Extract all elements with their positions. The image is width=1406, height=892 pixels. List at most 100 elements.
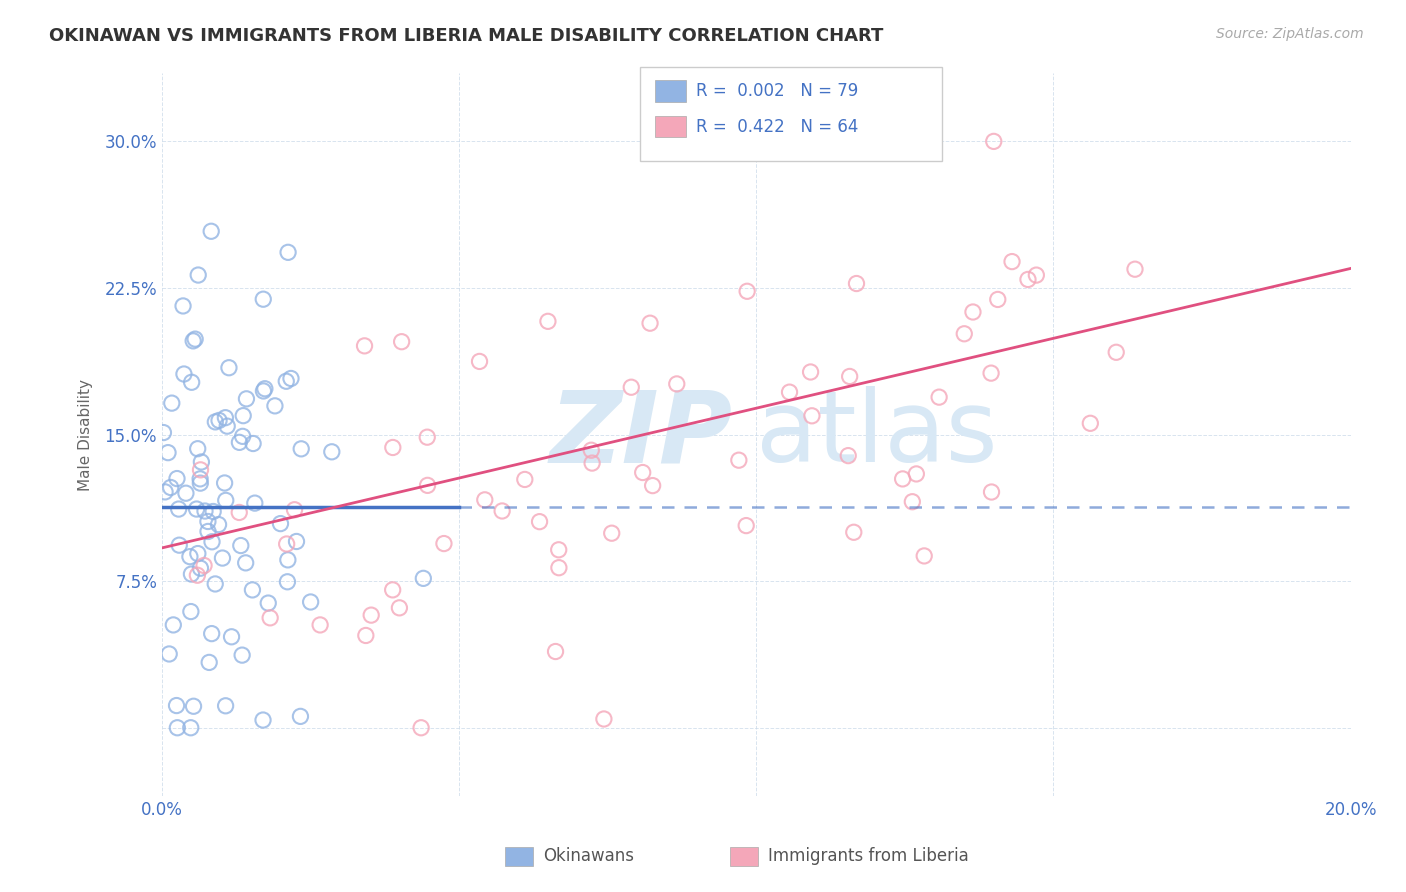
Point [243, 496, 266, 510]
Point [277, 245, 299, 260]
Point [800, 409, 823, 423]
Point [204, 577, 226, 591]
Point [800, 365, 823, 379]
Point [638, 316, 661, 330]
Point [202, 504, 225, 518]
Point [269, 516, 291, 531]
Point [166, 721, 188, 735]
Point [1017, 272, 1039, 286]
Point [468, 354, 491, 368]
Point [186, 502, 208, 516]
Point [200, 224, 222, 238]
Point [631, 466, 654, 480]
Point [232, 429, 254, 443]
Point [242, 582, 264, 597]
Point [252, 292, 274, 306]
Point [180, 376, 202, 390]
Point [416, 430, 439, 444]
Point [201, 534, 224, 549]
Point [229, 539, 252, 553]
Text: OKINAWAN VS IMMIGRANTS FROM LIBERIA MALE DISABILITY CORRELATION CHART: OKINAWAN VS IMMIGRANTS FROM LIBERIA MALE… [49, 27, 883, 45]
Point [280, 371, 302, 385]
Point [181, 334, 204, 348]
Point [253, 382, 276, 396]
Point [620, 380, 643, 394]
Point [548, 560, 571, 574]
Point [276, 537, 298, 551]
Point [912, 549, 935, 563]
Point [1001, 254, 1024, 268]
Point [360, 608, 382, 623]
Point [1123, 262, 1146, 277]
Point [276, 374, 298, 388]
Point [183, 699, 205, 714]
Point [179, 549, 201, 564]
Point [198, 656, 221, 670]
Point [193, 558, 215, 573]
Point [491, 504, 513, 518]
Point [544, 644, 567, 658]
Point [537, 314, 560, 328]
Point [180, 605, 202, 619]
Point [290, 442, 312, 456]
Point [214, 410, 236, 425]
Point [529, 515, 551, 529]
Point [412, 571, 434, 585]
Point [152, 425, 174, 440]
Point [1105, 345, 1128, 359]
Point [187, 442, 209, 456]
Point [980, 485, 1002, 500]
Point [433, 536, 456, 550]
Point [197, 524, 219, 539]
Point [167, 502, 190, 516]
Point [600, 526, 623, 541]
Point [218, 360, 240, 375]
Point [174, 486, 197, 500]
Point [166, 472, 188, 486]
Point [172, 299, 194, 313]
Point [381, 582, 404, 597]
Point [953, 326, 976, 341]
Point [217, 419, 239, 434]
Point [285, 534, 308, 549]
Point [513, 473, 536, 487]
Point [257, 596, 280, 610]
Point [845, 277, 868, 291]
Point [1078, 417, 1101, 431]
Point [581, 443, 603, 458]
Point [735, 285, 758, 299]
Point [901, 494, 924, 508]
Point [162, 618, 184, 632]
Point [228, 435, 250, 450]
Point [187, 547, 209, 561]
Point [388, 600, 411, 615]
Point [290, 709, 312, 723]
Point [309, 618, 332, 632]
Point [204, 415, 226, 429]
Point [207, 517, 229, 532]
Point [242, 436, 264, 450]
Point [232, 409, 254, 423]
Point [838, 369, 860, 384]
Point [157, 647, 180, 661]
Text: Source: ZipAtlas.com: Source: ZipAtlas.com [1216, 27, 1364, 41]
Point [474, 492, 496, 507]
Point [581, 456, 603, 470]
Point [735, 518, 758, 533]
Point [214, 698, 236, 713]
Point [235, 392, 257, 406]
Point [167, 538, 190, 552]
Text: R =  0.002   N = 79: R = 0.002 N = 79 [696, 82, 858, 100]
Point [391, 334, 413, 349]
Point [277, 553, 299, 567]
Point [166, 698, 188, 713]
Point [186, 568, 208, 582]
Point [231, 648, 253, 662]
Point [215, 493, 238, 508]
Point [214, 475, 236, 490]
Point [180, 567, 202, 582]
Point [252, 713, 274, 727]
Point [159, 481, 181, 495]
Text: atlas: atlas [756, 386, 998, 483]
Point [983, 135, 1005, 149]
